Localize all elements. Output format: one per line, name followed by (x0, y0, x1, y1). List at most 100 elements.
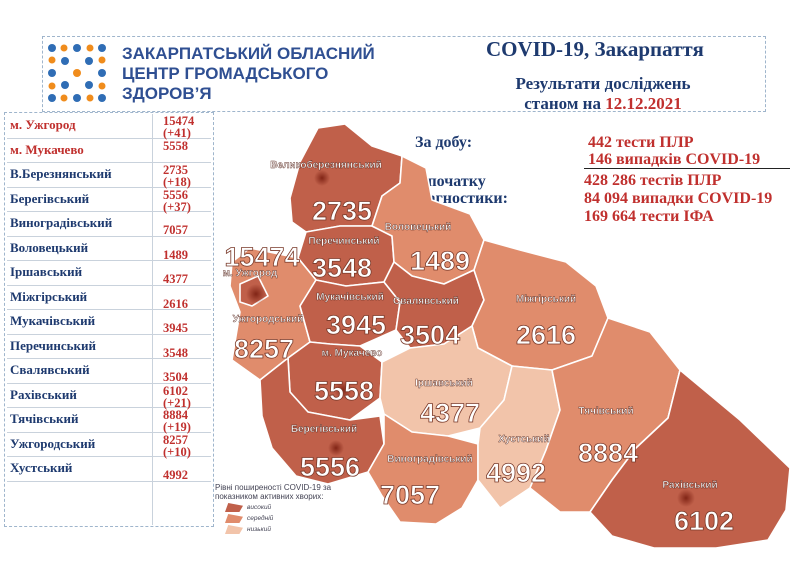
map-district-value: 5558 (314, 376, 374, 406)
legend-swatch (225, 514, 243, 523)
report-date: 12.12.2021 (605, 94, 682, 113)
district-total: 3945 (163, 321, 188, 335)
total-ifa: 169 664 тести ІФА (584, 208, 714, 225)
total-cases-num: 84 094 (584, 190, 628, 207)
legend-caption: Рівні поширеності COVID-19 за показником… (215, 483, 332, 501)
table-row: м. Мукачево 5558 (7, 139, 211, 163)
map-legend: Рівні поширеності COVID-19 за показником… (215, 483, 345, 534)
city-marker (677, 489, 695, 507)
district-value: 8884 (+19) (163, 409, 191, 434)
map-district-value: 8257 (234, 334, 294, 364)
map-district-value: 3504 (400, 320, 460, 350)
map-district-value: 3548 (312, 253, 372, 283)
org-line: ЗДОРОВ’Я (122, 84, 212, 103)
subtitle-line: Результати досліджень (515, 74, 691, 93)
district-name: м. Ужгород (10, 117, 76, 132)
total-pcr-num: 428 286 (584, 172, 636, 189)
map-district-name: Ужгородський (233, 314, 304, 325)
map-district-value: 8884 (578, 438, 638, 468)
total-ifa-text: тести ІФА (640, 208, 714, 225)
map-district-value: 1489 (410, 246, 470, 276)
district-delta: (+18) (163, 175, 191, 189)
district-value: 3504 (163, 371, 188, 384)
district-name: Ужгородський (10, 435, 96, 451)
district-value: 5556 (+37) (163, 188, 191, 213)
district-name: Іршавський (10, 264, 83, 279)
table-row: Хустський 4992 (7, 457, 211, 482)
district-total: 3548 (163, 345, 188, 360)
map-district-name: Рахівський (662, 480, 717, 491)
district-value: 2616 (163, 296, 188, 311)
table-row: Іршавський 4377 (7, 261, 211, 286)
region-rakhiv (589, 369, 791, 549)
map-district-name: м. Мукачево (322, 348, 383, 359)
districts-table: м. Ужгород 15474 (+41) м. Мукачево 5558 В.Бер… (7, 114, 211, 482)
district-name: Виноградівський (10, 215, 113, 230)
legend-swatch (225, 503, 243, 512)
district-name: Мукачівський (10, 313, 96, 328)
total-pcr: 428 286 тестів ПЛР (584, 172, 721, 189)
daily-tests: 442 тести ПЛР (588, 134, 693, 151)
district-name: Берегівський (10, 190, 90, 206)
district-name: Міжгірський (10, 288, 88, 304)
map-district-name: Великоберезнянський (270, 159, 382, 171)
table-row: Берегівський 5556 (+37) (7, 188, 211, 213)
region-mizhhiria (471, 239, 609, 371)
map-district-name: Міжгірський (516, 294, 576, 305)
legend-item: високий (225, 503, 345, 512)
district-total: 4992 (163, 468, 188, 482)
district-name: м. Мукачево (10, 141, 84, 157)
legend-label: низький (247, 526, 271, 533)
daily-underline (584, 168, 790, 169)
district-value: 2735 (+18) (163, 164, 191, 189)
map-district-value: 4992 (486, 458, 546, 488)
district-value: 7057 (163, 224, 188, 237)
map-district-value: 2616 (516, 320, 576, 350)
legend-swatch (225, 525, 243, 534)
district-total: 2616 (163, 296, 188, 311)
city-marker (246, 284, 266, 304)
total-ifa-num: 169 664 (584, 208, 636, 225)
district-name: Тячівський (10, 411, 79, 426)
map-district-name: Тячівський (578, 406, 633, 417)
page-title: COVID-19, Закарпаття (486, 37, 704, 61)
district-value: 4377 (163, 272, 188, 286)
district-delta: (+19) (163, 420, 191, 434)
total-cases: 84 094 випадки COVID-19 (584, 190, 772, 207)
table-row: Тячівський 8884 (+19) (7, 408, 211, 433)
table-row: Міжгірський 2616 (7, 286, 211, 311)
city-marker (328, 440, 344, 456)
map-district-value: 15474 (224, 242, 299, 272)
map-district-name: Хустський (498, 434, 549, 445)
district-total: 1489 (163, 247, 188, 262)
map-district-name: Свалявський (393, 296, 459, 307)
map-district-value: 7057 (380, 480, 440, 510)
legend-label: високий (247, 504, 272, 511)
table-row: В.Березнянський 2735 (+18) (7, 163, 211, 188)
map-district-name: Перечинський (308, 236, 379, 247)
header-frame (42, 36, 766, 112)
table-frame (4, 112, 214, 527)
region-mukachivskyi (299, 279, 401, 347)
table-row: Мукачівський 3945 (7, 310, 211, 335)
map-district-value: 3945 (326, 310, 386, 340)
daily-tests-num: 442 (588, 134, 612, 151)
district-name: Рахівський (10, 386, 77, 402)
district-total: 8257 (163, 432, 188, 447)
district-value: 3945 (163, 321, 188, 335)
daily-cases-num: 146 (588, 151, 612, 168)
subtitle-prefix: станом на (524, 94, 601, 113)
table-row: м. Ужгород 15474 (+41) (7, 114, 211, 139)
daily-label: За добу: (415, 134, 473, 151)
district-total: 4377 (163, 272, 188, 286)
map-district-value: 6102 (674, 506, 734, 536)
table-row: Ужгородський 8257 (+10) (7, 433, 211, 458)
table-row: Воловецький 1489 (7, 237, 211, 262)
district-delta: (+10) (163, 444, 191, 459)
district-delta: (+41) (163, 126, 191, 140)
district-value: 4992 (163, 468, 188, 482)
organization-name: ЗАКАРПАТСЬКИЙ ОБЛАСНИЙ ЦЕНТР ГРОМАДСЬКОГ… (122, 44, 375, 104)
district-value: 1489 (163, 247, 188, 262)
ccph-logo (48, 44, 106, 102)
table-row: Перечинський 3548 (7, 335, 211, 360)
